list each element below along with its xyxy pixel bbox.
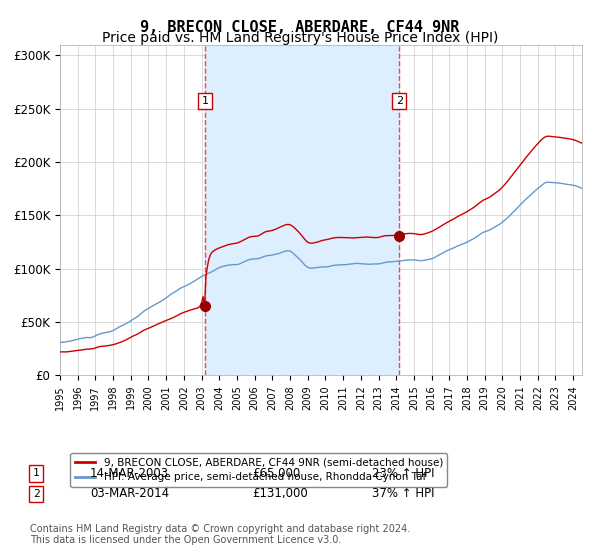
Text: Price paid vs. HM Land Registry's House Price Index (HPI): Price paid vs. HM Land Registry's House … xyxy=(102,31,498,45)
Text: 03-MAR-2014: 03-MAR-2014 xyxy=(90,487,169,501)
Text: 2: 2 xyxy=(32,489,40,499)
Text: £131,000: £131,000 xyxy=(252,487,308,501)
Text: 37% ↑ HPI: 37% ↑ HPI xyxy=(372,487,434,501)
Text: 9, BRECON CLOSE, ABERDARE, CF44 9NR: 9, BRECON CLOSE, ABERDARE, CF44 9NR xyxy=(140,20,460,35)
Text: 1: 1 xyxy=(202,96,209,106)
Legend: 9, BRECON CLOSE, ABERDARE, CF44 9NR (semi-detached house), HPI: Average price, s: 9, BRECON CLOSE, ABERDARE, CF44 9NR (sem… xyxy=(70,453,448,487)
Text: 2: 2 xyxy=(396,96,403,106)
Text: 1: 1 xyxy=(32,468,40,478)
Text: This data is licensed under the Open Government Licence v3.0.: This data is licensed under the Open Gov… xyxy=(30,535,341,545)
Text: 14-MAR-2003: 14-MAR-2003 xyxy=(90,466,169,480)
Bar xyxy=(205,45,400,375)
Text: Contains HM Land Registry data © Crown copyright and database right 2024.: Contains HM Land Registry data © Crown c… xyxy=(30,524,410,534)
Text: 23% ↑ HPI: 23% ↑ HPI xyxy=(372,466,434,480)
Text: £65,000: £65,000 xyxy=(252,466,300,480)
